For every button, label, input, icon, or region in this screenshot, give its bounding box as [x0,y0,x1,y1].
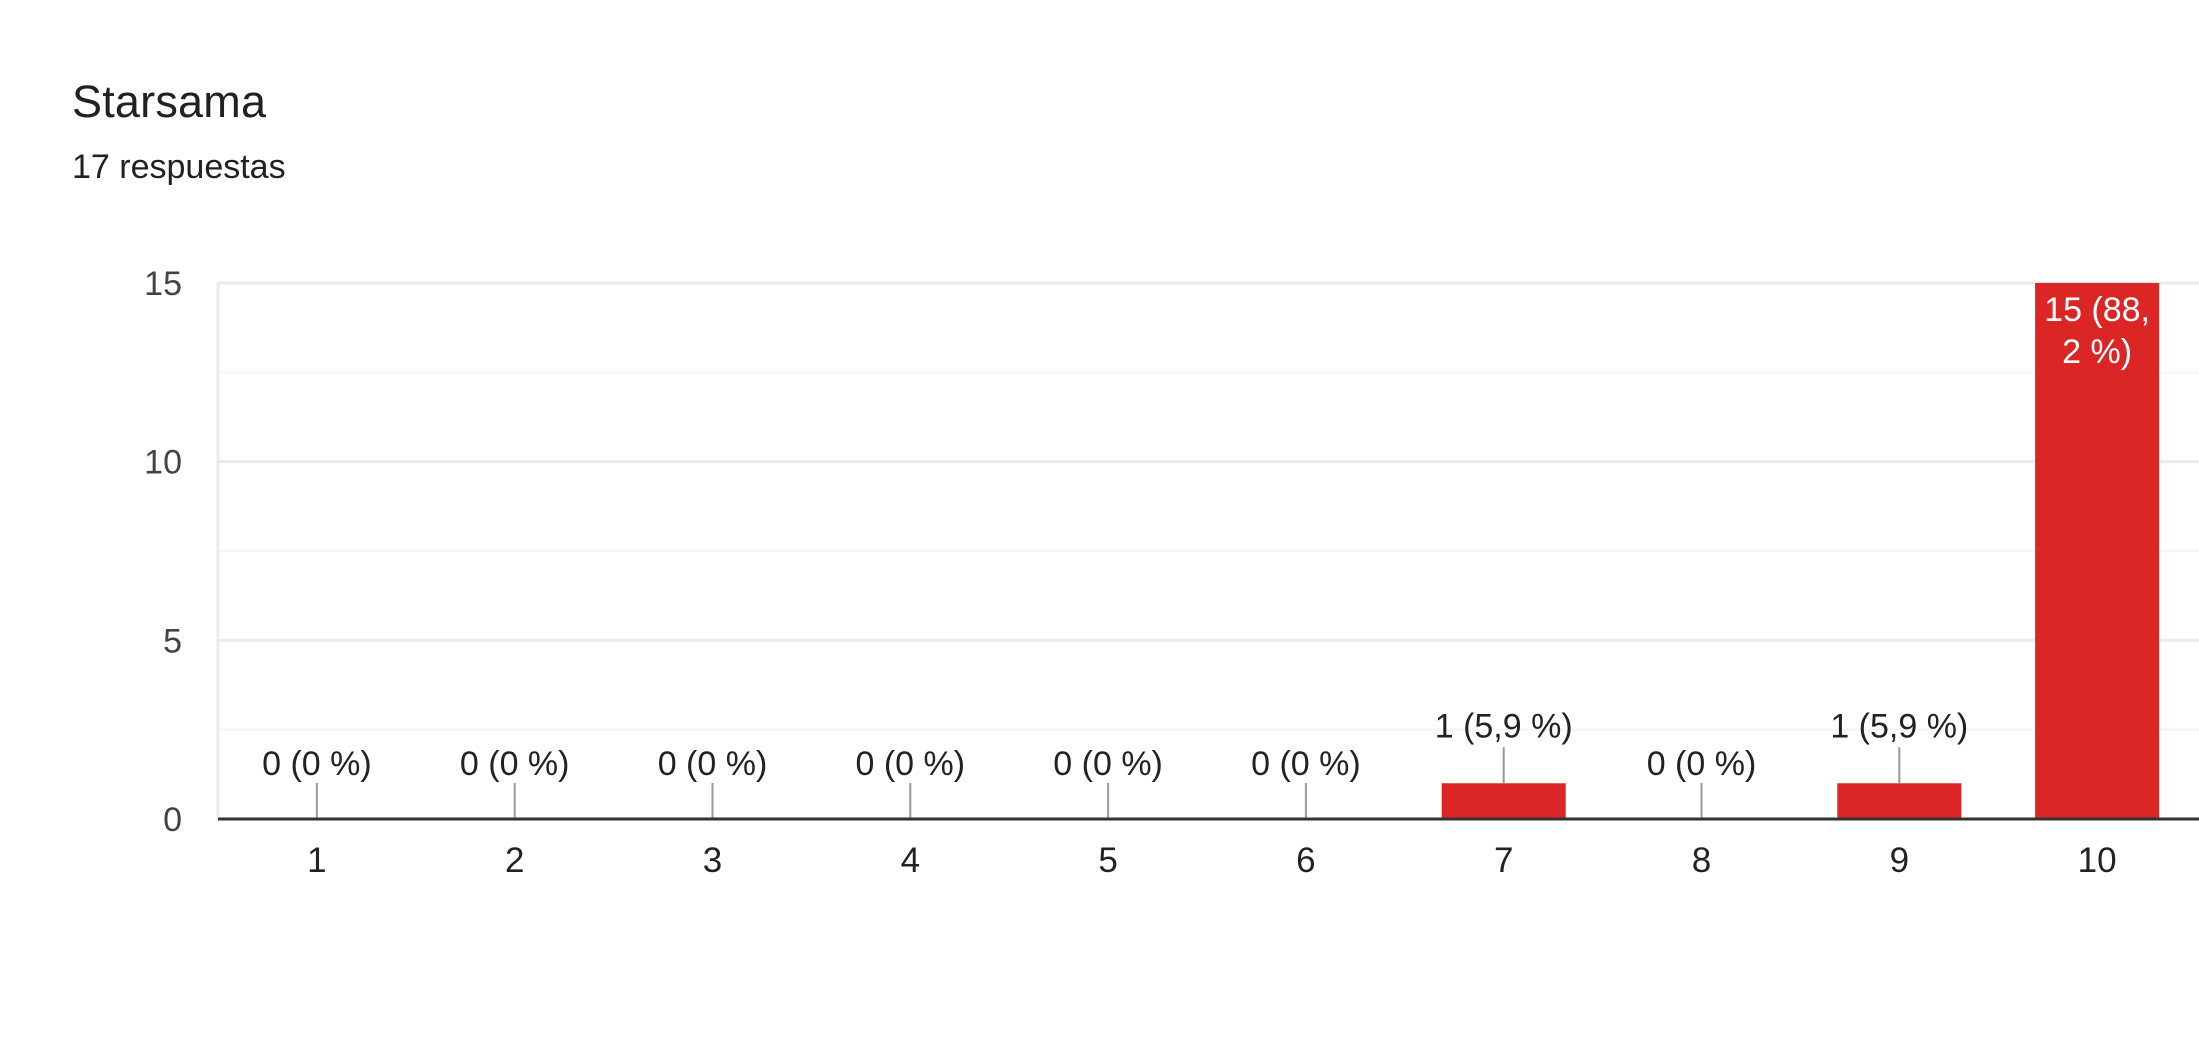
y-tick-label: 0 [163,801,182,839]
x-tick-label: 2 [505,841,524,880]
x-tick-label: 7 [1494,841,1513,880]
data-label: 1 (5,9 %) [1830,707,1968,745]
data-label: 15 (88, [2044,291,2150,329]
data-label: 0 (0 %) [856,745,966,783]
data-label: 2 %) [2062,333,2132,371]
data-label: 0 (0 %) [1647,745,1757,783]
x-tick-label: 9 [1890,841,1909,880]
x-tick-label: 4 [901,841,920,880]
x-tick-label: 8 [1692,841,1711,880]
y-tick-label: 5 [163,622,182,660]
y-tick-label: 15 [144,265,182,303]
bar [2035,283,2160,819]
data-label: 0 (0 %) [262,745,372,783]
bar [1441,783,1566,819]
data-label: 0 (0 %) [658,745,768,783]
data-label: 0 (0 %) [1053,745,1163,783]
bar [1837,783,1962,819]
data-label: 1 (5,9 %) [1435,707,1573,745]
chart-title: Starsama [72,76,267,127]
x-tick-label: 1 [307,841,326,880]
x-tick-label: 3 [703,841,722,880]
response-count: 17 respuestas [72,148,286,186]
x-tick-label: 5 [1098,841,1117,880]
data-label: 0 (0 %) [460,745,570,783]
data-label: 0 (0 %) [1251,745,1361,783]
y-tick-label: 10 [144,444,182,482]
x-tick-label: 10 [2078,841,2117,880]
x-tick-label: 6 [1296,841,1315,880]
